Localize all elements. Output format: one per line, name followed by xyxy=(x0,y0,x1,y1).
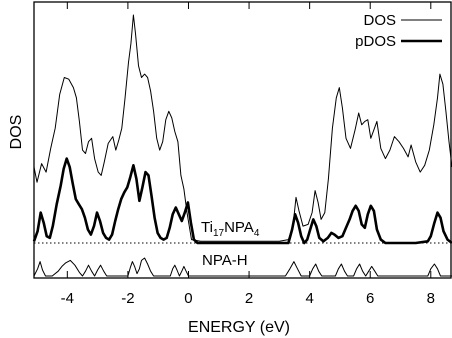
dos-series-line xyxy=(33,14,452,242)
x-tick-label: -2 xyxy=(121,290,134,307)
x-axis-label: ENERGY (eV) xyxy=(188,319,290,336)
annotation-ti17npa4-sub2: 4 xyxy=(254,228,260,239)
annotation-npa-h-base: NPA xyxy=(202,252,232,269)
annotation-ti17npa4-mid: NPA xyxy=(224,219,254,236)
legend: DOS pDOS xyxy=(355,12,442,50)
x-tick-label: 0 xyxy=(184,290,192,307)
x-tick-label: -4 xyxy=(61,290,74,307)
x-tick-label: 4 xyxy=(305,290,313,307)
x-ticks: -4 -2 0 2 4 6 8 xyxy=(61,2,435,307)
annotation-ti17npa4: Ti17NPA4 xyxy=(201,219,260,239)
legend-label-pdos: pDOS xyxy=(355,33,396,50)
annotation-npa-h-mid: -H xyxy=(232,252,248,269)
plot-frame xyxy=(33,1,452,279)
annotation-ti17npa4-base: Ti xyxy=(201,219,213,236)
annotation-npa-h: NPA-H xyxy=(202,252,248,269)
legend-label-dos: DOS xyxy=(363,12,396,29)
series-layer xyxy=(32,14,452,277)
x-tick-label: 6 xyxy=(366,290,374,307)
x-tick-label: 2 xyxy=(245,290,253,307)
annotation-ti17npa4-sub1: 17 xyxy=(213,228,225,239)
pdos-series-line xyxy=(32,157,452,245)
npa-h-series-line xyxy=(33,257,452,277)
x-tick-label: 8 xyxy=(427,290,435,307)
y-axis-label: DOS xyxy=(8,115,25,150)
